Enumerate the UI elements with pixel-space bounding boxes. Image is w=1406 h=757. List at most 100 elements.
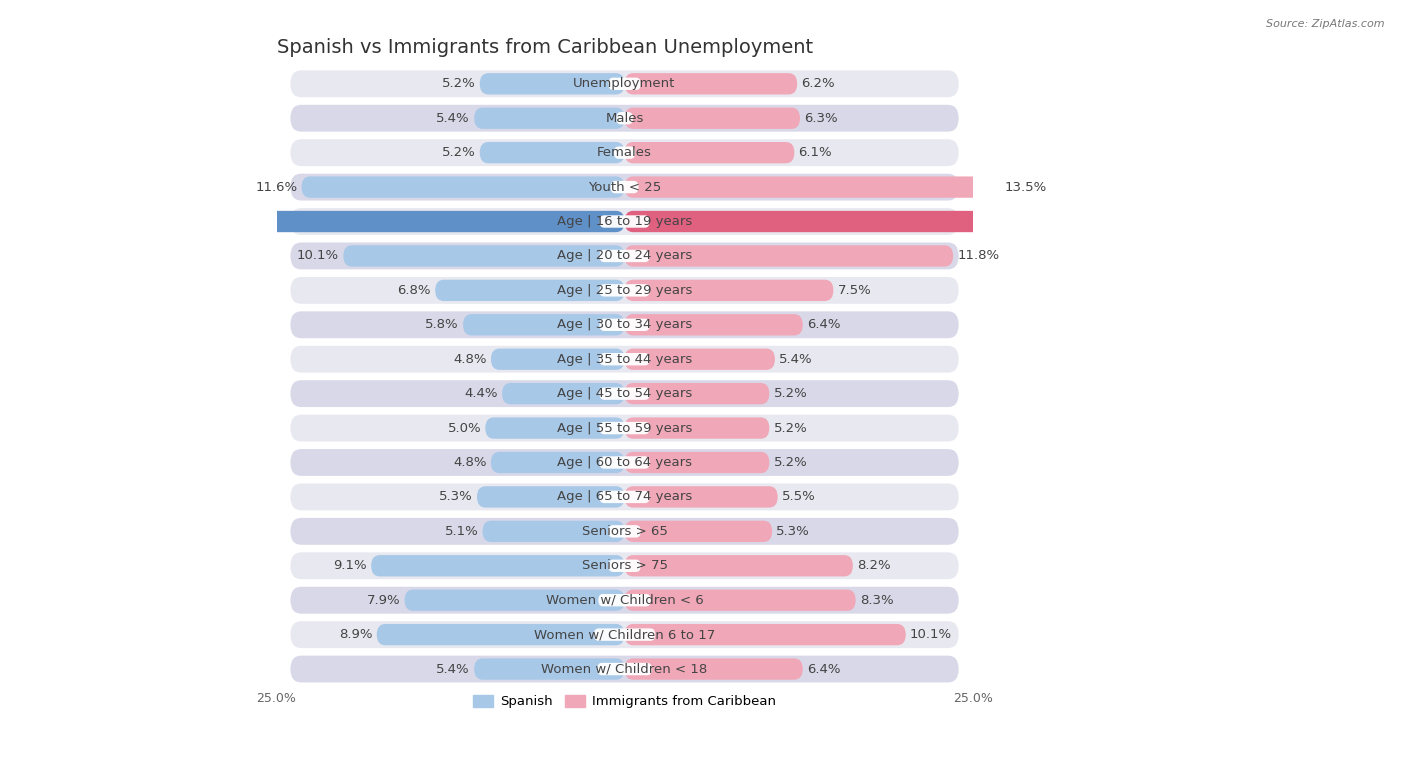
FancyBboxPatch shape (599, 456, 650, 469)
Text: 5.4%: 5.4% (779, 353, 813, 366)
Text: Age | 35 to 44 years: Age | 35 to 44 years (557, 353, 692, 366)
FancyBboxPatch shape (291, 139, 959, 166)
FancyBboxPatch shape (624, 348, 775, 370)
Text: Women w/ Children 6 to 17: Women w/ Children 6 to 17 (534, 628, 716, 641)
Text: Age | 30 to 34 years: Age | 30 to 34 years (557, 318, 692, 332)
FancyBboxPatch shape (593, 628, 655, 641)
Text: 5.2%: 5.2% (773, 422, 807, 435)
FancyBboxPatch shape (609, 559, 641, 572)
Text: 6.4%: 6.4% (807, 318, 841, 332)
FancyBboxPatch shape (291, 311, 959, 338)
Text: Age | 55 to 59 years: Age | 55 to 59 years (557, 422, 692, 435)
Text: Unemployment: Unemployment (574, 77, 676, 90)
FancyBboxPatch shape (624, 73, 797, 95)
FancyBboxPatch shape (599, 353, 650, 366)
FancyBboxPatch shape (624, 521, 772, 542)
Text: 6.4%: 6.4% (807, 662, 841, 675)
FancyBboxPatch shape (291, 449, 959, 476)
Text: 20.9%: 20.9% (1211, 215, 1257, 228)
Text: 5.8%: 5.8% (425, 318, 458, 332)
FancyBboxPatch shape (616, 112, 633, 124)
FancyBboxPatch shape (291, 70, 959, 97)
Text: 7.5%: 7.5% (838, 284, 872, 297)
FancyBboxPatch shape (143, 211, 624, 232)
FancyBboxPatch shape (624, 555, 853, 576)
Text: Seniors > 65: Seniors > 65 (582, 525, 668, 537)
Text: 11.6%: 11.6% (256, 181, 298, 194)
FancyBboxPatch shape (405, 590, 624, 611)
Text: Age | 45 to 54 years: Age | 45 to 54 years (557, 387, 692, 400)
Text: 5.1%: 5.1% (444, 525, 478, 537)
FancyBboxPatch shape (482, 521, 624, 542)
FancyBboxPatch shape (624, 176, 1001, 198)
Text: 6.1%: 6.1% (799, 146, 832, 159)
Text: 7.9%: 7.9% (367, 593, 401, 606)
FancyBboxPatch shape (291, 518, 959, 545)
Text: 8.9%: 8.9% (339, 628, 373, 641)
FancyBboxPatch shape (624, 417, 769, 439)
Text: Age | 16 to 19 years: Age | 16 to 19 years (557, 215, 692, 228)
FancyBboxPatch shape (599, 250, 650, 262)
Text: 5.3%: 5.3% (776, 525, 810, 537)
FancyBboxPatch shape (291, 587, 959, 614)
FancyBboxPatch shape (371, 555, 624, 576)
Text: Youth < 25: Youth < 25 (588, 181, 661, 194)
FancyBboxPatch shape (485, 417, 624, 439)
FancyBboxPatch shape (291, 484, 959, 510)
Legend: Spanish, Immigrants from Caribbean: Spanish, Immigrants from Caribbean (468, 690, 782, 714)
Text: 4.4%: 4.4% (464, 387, 498, 400)
FancyBboxPatch shape (291, 553, 959, 579)
FancyBboxPatch shape (624, 279, 834, 301)
Text: 9.1%: 9.1% (333, 559, 367, 572)
Text: 5.3%: 5.3% (439, 491, 472, 503)
Text: Females: Females (598, 146, 652, 159)
FancyBboxPatch shape (624, 142, 794, 164)
Text: 5.4%: 5.4% (436, 112, 470, 125)
FancyBboxPatch shape (291, 242, 959, 269)
Text: 10.1%: 10.1% (910, 628, 952, 641)
FancyBboxPatch shape (614, 146, 636, 159)
FancyBboxPatch shape (624, 383, 769, 404)
Text: 8.2%: 8.2% (858, 559, 890, 572)
FancyBboxPatch shape (491, 348, 624, 370)
Text: 5.4%: 5.4% (436, 662, 470, 675)
Text: Males: Males (606, 112, 644, 125)
FancyBboxPatch shape (474, 107, 624, 129)
FancyBboxPatch shape (624, 314, 803, 335)
FancyBboxPatch shape (291, 621, 959, 648)
FancyBboxPatch shape (474, 659, 624, 680)
FancyBboxPatch shape (599, 284, 650, 297)
FancyBboxPatch shape (599, 491, 650, 503)
FancyBboxPatch shape (301, 176, 624, 198)
Text: Women w/ Children < 6: Women w/ Children < 6 (546, 593, 703, 606)
FancyBboxPatch shape (599, 422, 650, 435)
Text: Women w/ Children < 18: Women w/ Children < 18 (541, 662, 707, 675)
FancyBboxPatch shape (436, 279, 624, 301)
FancyBboxPatch shape (343, 245, 624, 266)
FancyBboxPatch shape (598, 663, 652, 675)
FancyBboxPatch shape (477, 486, 624, 508)
FancyBboxPatch shape (599, 388, 650, 400)
FancyBboxPatch shape (624, 486, 778, 508)
Text: 5.2%: 5.2% (773, 456, 807, 469)
Text: 4.8%: 4.8% (453, 456, 486, 469)
Text: 5.5%: 5.5% (782, 491, 815, 503)
Text: 13.5%: 13.5% (1005, 181, 1047, 194)
FancyBboxPatch shape (463, 314, 624, 335)
Text: 4.8%: 4.8% (453, 353, 486, 366)
FancyBboxPatch shape (377, 624, 624, 645)
FancyBboxPatch shape (599, 215, 650, 228)
FancyBboxPatch shape (624, 659, 803, 680)
FancyBboxPatch shape (291, 656, 959, 683)
FancyBboxPatch shape (599, 319, 650, 331)
Text: 11.8%: 11.8% (957, 250, 1000, 263)
FancyBboxPatch shape (609, 525, 641, 537)
FancyBboxPatch shape (291, 415, 959, 441)
Text: 17.3%: 17.3% (93, 215, 139, 228)
FancyBboxPatch shape (291, 277, 959, 304)
FancyBboxPatch shape (291, 346, 959, 372)
FancyBboxPatch shape (609, 78, 641, 90)
Text: Age | 65 to 74 years: Age | 65 to 74 years (557, 491, 692, 503)
Text: Spanish vs Immigrants from Caribbean Unemployment: Spanish vs Immigrants from Caribbean Une… (277, 38, 813, 57)
FancyBboxPatch shape (624, 107, 800, 129)
